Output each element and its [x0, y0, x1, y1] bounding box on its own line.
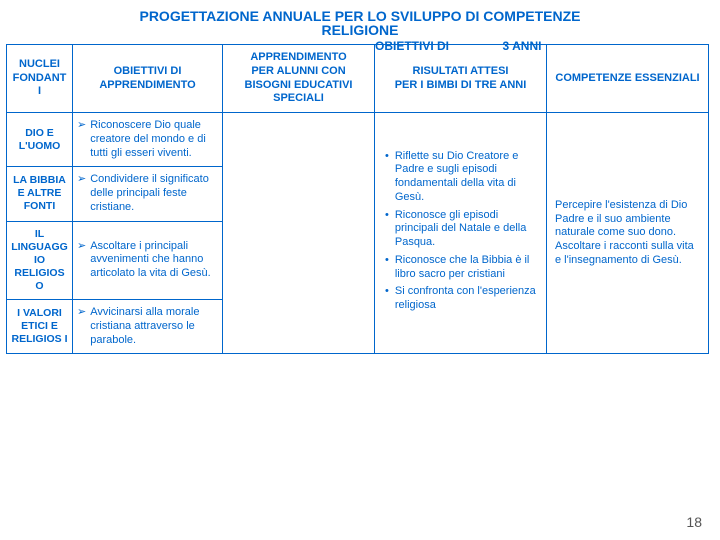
risultato-item: Si confronta con l'esperienza religiosa	[395, 285, 542, 313]
row-label: IL LINGUAGG IO RELIGIOS O	[7, 221, 73, 300]
objective-text: Riconoscere Dio quale creatore del mondo…	[90, 119, 218, 160]
bes-cell	[223, 113, 375, 354]
curriculum-table: NUCLEI FONDANT I OBIETTIVI DI APPRENDIME…	[6, 44, 709, 354]
header-risultati-b: PER I BIMBI DI TRE ANNI	[379, 79, 542, 93]
risultato-item: Riflette su Dio Creatore e Padre e sugli…	[395, 150, 542, 205]
objective-text: Avvicinarsi alla morale cristiana attrav…	[90, 306, 218, 347]
row-label: I VALORI ETICI E RELIGIOS I	[7, 300, 73, 354]
arrow-icon: ➢	[77, 306, 86, 347]
table-row: DIO E L'UOMO ➢ Riconoscere Dio quale cre…	[7, 113, 709, 167]
header-bes-a: APPRENDIMENTO	[227, 51, 370, 65]
risultati-cell: •Riflette su Dio Creatore e Padre e sugl…	[375, 113, 547, 354]
arrow-icon: ➢	[77, 173, 86, 214]
page-number: 18	[686, 514, 702, 530]
bullet-icon: •	[385, 150, 389, 205]
header-bes: APPRENDIMENTO PER ALUNNI CON BISOGNI EDU…	[223, 45, 375, 113]
row-label: LA BIBBIA E ALTRE FONTI	[7, 167, 73, 221]
header-obiettivi: OBIETTIVI DI APPRENDIMENTO	[73, 45, 223, 113]
overlay-anni: 3 ANNI	[372, 39, 672, 53]
bullet-icon: •	[385, 254, 389, 282]
arrow-icon: ➢	[77, 240, 86, 281]
header-nuclei: NUCLEI FONDANT I	[7, 45, 73, 113]
header-risultati-a: RISULTATI ATTESI	[379, 65, 542, 79]
row-objective: ➢ Avvicinarsi alla morale cristiana attr…	[73, 300, 223, 354]
competenze-cell: Percepire l'esistenza di Dio Padre e il …	[547, 113, 709, 354]
row-objective: ➢ Riconoscere Dio quale creatore del mon…	[73, 113, 223, 167]
row-label: DIO E L'UOMO	[7, 113, 73, 167]
table-header-row: NUCLEI FONDANT I OBIETTIVI DI APPRENDIME…	[7, 45, 709, 113]
row-objective: ➢ Ascoltare i principali avvenimenti che…	[73, 221, 223, 300]
page-title-line2: RELIGIONE	[0, 22, 720, 38]
bullet-icon: •	[385, 209, 389, 250]
header-risultati: RISULTATI ATTESI PER I BIMBI DI TRE ANNI	[375, 45, 547, 113]
objective-text: Ascoltare i principali avvenimenti che h…	[90, 240, 218, 281]
overlay-text-b: 3 ANNI	[503, 39, 542, 53]
arrow-icon: ➢	[77, 119, 86, 160]
page-title-line1: PROGETTAZIONE ANNUALE PER LO SVILUPPO DI…	[0, 0, 720, 24]
header-competenze: COMPETENZE ESSENZIALI	[547, 45, 709, 113]
risultato-item: Riconosce che la Bibbia è il libro sacro…	[395, 254, 542, 282]
bullet-icon: •	[385, 285, 389, 313]
row-objective: ➢ Condividere il significato delle princ…	[73, 167, 223, 221]
risultato-item: Riconosce gli episodi principali del Nat…	[395, 209, 542, 250]
header-bes-b: PER ALUNNI CON BISOGNI EDUCATIVI SPECIAL…	[227, 65, 370, 106]
objective-text: Condividere il significato delle princip…	[90, 173, 218, 214]
